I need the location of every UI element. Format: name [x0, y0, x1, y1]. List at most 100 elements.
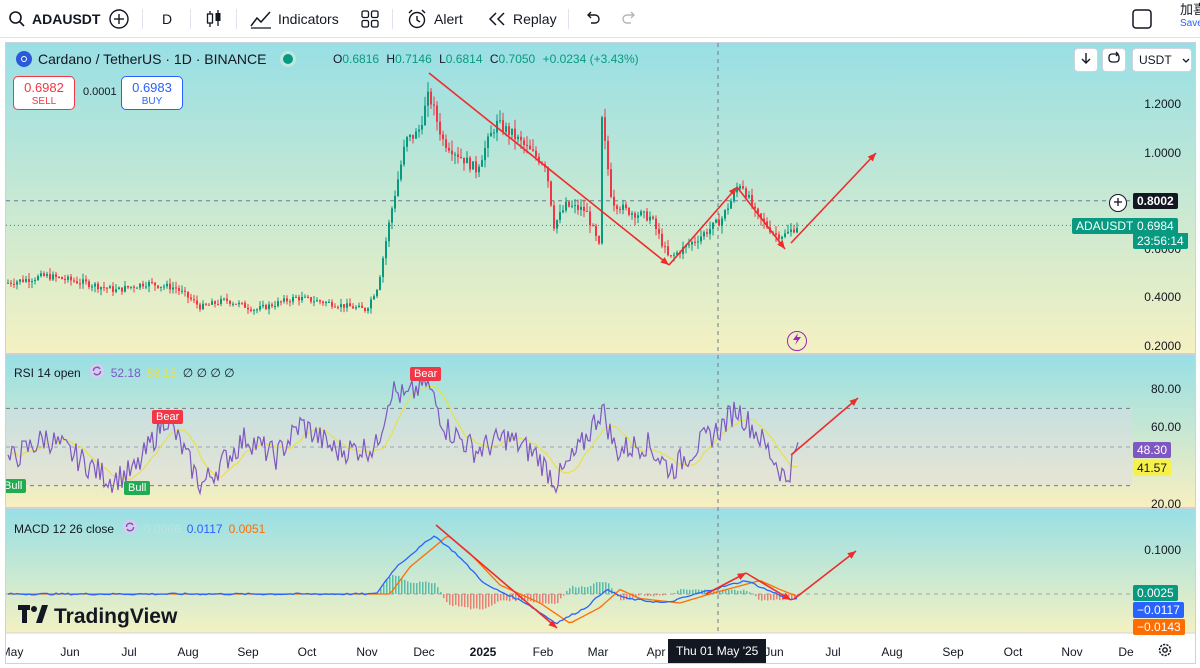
candle-body	[493, 132, 495, 134]
chart-type-button[interactable]	[204, 0, 224, 38]
candle-body	[529, 145, 531, 150]
refresh-button[interactable]	[1102, 48, 1126, 72]
candle-body	[49, 274, 51, 280]
macd-histogram-bar	[659, 594, 661, 596]
candle-body	[43, 273, 45, 276]
candle-body	[229, 300, 231, 304]
indicators-button[interactable]: Indicators	[250, 0, 339, 38]
candle-body	[445, 139, 447, 148]
macd-histogram-bar	[743, 589, 745, 594]
macd-histogram-bar	[560, 594, 562, 599]
layout-button[interactable]	[1131, 0, 1153, 38]
candle-body	[10, 282, 12, 284]
candle-body	[628, 208, 630, 215]
macd-histogram-bar	[569, 588, 571, 594]
candle-body	[304, 296, 306, 298]
candle-body	[70, 276, 72, 281]
lightning-button[interactable]	[787, 331, 807, 351]
candle-body	[319, 300, 321, 302]
redo-button[interactable]	[621, 0, 639, 38]
macd-histogram-bar	[593, 583, 595, 594]
price-chart[interactable]	[6, 43, 1196, 664]
macd-histogram-bar	[548, 594, 550, 604]
chart-area[interactable]: Cardano / TetherUS · 1D · BINANCE O0.681…	[5, 42, 1196, 664]
compare-button[interactable]	[108, 0, 130, 38]
candle-body	[475, 161, 477, 173]
candle-body	[418, 129, 420, 132]
candle-body	[745, 188, 747, 198]
candle-body	[730, 200, 732, 209]
candle-body	[694, 241, 696, 243]
save-title-text: 加喜	[1180, 2, 1200, 17]
alert-button[interactable]: Alert	[406, 0, 463, 38]
sell-button[interactable]: 0.6982 SELL	[13, 76, 75, 110]
undo-icon	[583, 11, 601, 27]
macd-histogram-bar	[407, 581, 409, 594]
save-area[interactable]: 加喜 Save	[1180, 3, 1200, 31]
candle-body	[715, 219, 717, 223]
candle-body	[400, 164, 402, 180]
candle-body	[367, 308, 369, 312]
sell-label: SELL	[31, 96, 57, 107]
buy-button[interactable]: 0.6983 BUY	[121, 76, 183, 110]
candle-body	[64, 279, 66, 281]
macd-histogram-bar	[695, 589, 697, 594]
symbol-search-button[interactable]: ADAUSDT	[8, 0, 100, 38]
macd-histogram-bar	[770, 594, 772, 600]
scroll-down-button[interactable]	[1074, 48, 1098, 72]
replay-button[interactable]: Replay	[487, 0, 557, 38]
candle-body	[565, 201, 567, 211]
macd-histogram-bar	[665, 594, 667, 595]
arrow-head	[660, 257, 669, 265]
macd-title: MACD 12 26 close	[14, 521, 115, 536]
candle-body	[703, 232, 705, 237]
candle-body	[127, 285, 129, 288]
candle-body	[232, 303, 234, 305]
candle-body	[193, 299, 195, 301]
macd-histogram-bar	[572, 585, 574, 594]
candle-body	[166, 283, 168, 287]
tradingview-logo-icon	[18, 605, 48, 629]
candle-body	[79, 283, 81, 285]
macd-histogram-bar	[647, 594, 649, 597]
candle-body	[97, 283, 99, 290]
candle-body	[514, 128, 516, 140]
macd-histogram-bar	[653, 594, 655, 597]
candle-body	[598, 236, 600, 244]
candle-body	[247, 307, 249, 310]
candle-body	[607, 140, 609, 170]
candle-body	[190, 297, 192, 300]
macd-histogram-bar	[737, 590, 739, 594]
rsi-ma-line	[7, 385, 799, 482]
candle-body	[409, 134, 411, 137]
interval-label: D	[162, 11, 173, 27]
candle-body	[265, 304, 267, 310]
candle-body	[76, 281, 78, 284]
macd-histogram-bar	[458, 594, 460, 607]
macd-histogram-bar	[590, 585, 592, 594]
add-alert-button[interactable]	[1109, 194, 1127, 212]
macd-histogram-bar	[674, 592, 676, 594]
close-key: C	[489, 52, 499, 66]
crosshair-price-tag: 0.8002	[1133, 193, 1178, 209]
macd-histogram-bar	[500, 594, 502, 601]
candle-body	[313, 301, 315, 303]
candle-body	[427, 91, 429, 106]
lightning-icon	[792, 332, 802, 350]
price-axis-label: 1.2000	[1144, 97, 1181, 111]
macd-histogram-bar	[413, 582, 415, 594]
axis-settings-button[interactable]	[1156, 643, 1174, 661]
refresh-icon[interactable]	[89, 363, 105, 382]
refresh-icon[interactable]	[122, 519, 138, 538]
candle-body	[547, 167, 549, 182]
templates-button[interactable]	[360, 0, 380, 38]
candle-body	[454, 154, 456, 156]
symbol-legend: Cardano / TetherUS · 1D · BINANCE	[16, 51, 293, 67]
interval-button[interactable]: D	[162, 0, 172, 38]
undo-button[interactable]	[583, 0, 601, 38]
candle-body	[91, 286, 93, 288]
candle-body	[502, 120, 504, 132]
macd-histogram-bar	[749, 592, 751, 594]
currency-select[interactable]: USDT	[1132, 48, 1192, 72]
arrow-head	[782, 592, 791, 600]
